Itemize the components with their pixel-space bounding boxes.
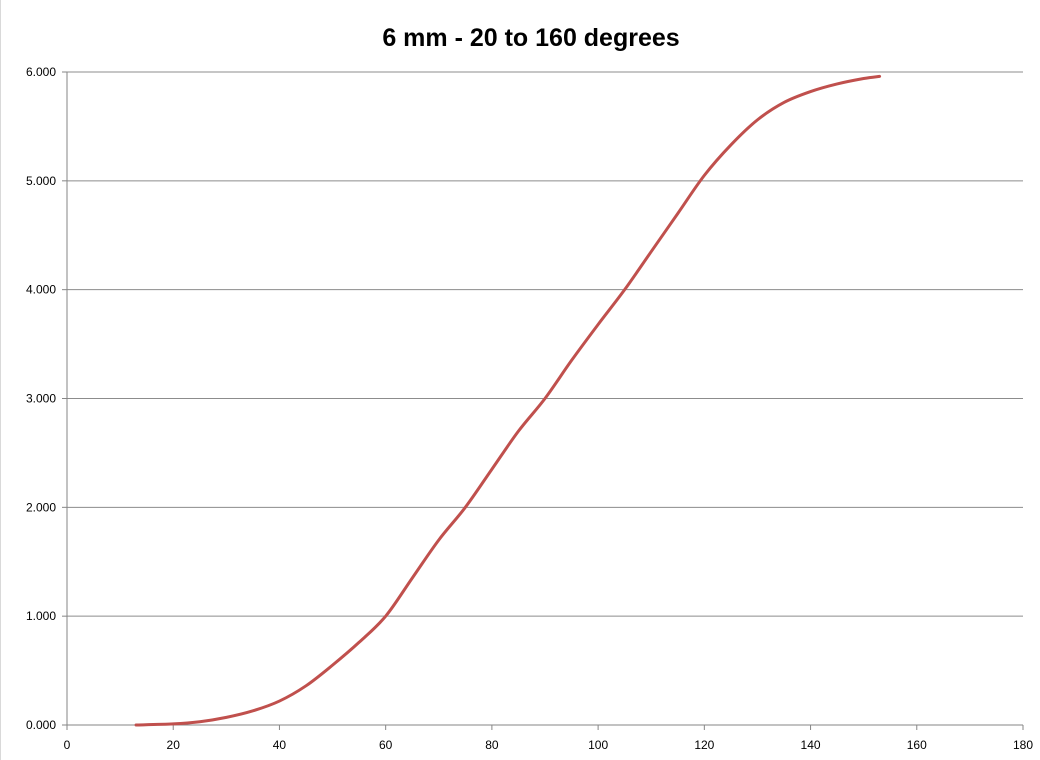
x-tick-label-7: 140 — [801, 738, 821, 752]
x-tick-label-6: 120 — [694, 738, 714, 752]
y-tick-label-1: 1.000 — [26, 609, 56, 623]
y-tick-label-6: 6.000 — [26, 65, 56, 79]
x-tick-label-8: 160 — [907, 738, 927, 752]
x-tick-label-5: 100 — [588, 738, 608, 752]
series-layer — [134, 74, 882, 727]
chart-title: 6 mm - 20 to 160 degrees — [382, 24, 679, 52]
y-tick-label-5: 5.000 — [26, 174, 56, 188]
x-tick-label-2: 40 — [273, 738, 287, 752]
x-tick-label-9: 180 — [1013, 738, 1033, 752]
gridlines — [67, 71, 1023, 617]
y-tick-label-2: 2.000 — [26, 500, 56, 514]
x-tick-label-1: 20 — [167, 738, 181, 752]
y-tick-label-0: 0.000 — [26, 718, 56, 732]
y-tick-label-3: 3.000 — [26, 392, 56, 406]
y-tick-label-4: 4.000 — [26, 283, 56, 297]
tick-labels: 0.000 1.000 2.000 3.000 4.000 5.000 6.000 0 20 40… — [26, 65, 1033, 752]
x-tick-label-0: 0 — [64, 738, 71, 752]
series-line-0 — [134, 74, 882, 727]
axes — [62, 71, 1024, 730]
x-tick-label-3: 60 — [379, 738, 393, 752]
x-tick-label-4: 80 — [485, 738, 499, 752]
